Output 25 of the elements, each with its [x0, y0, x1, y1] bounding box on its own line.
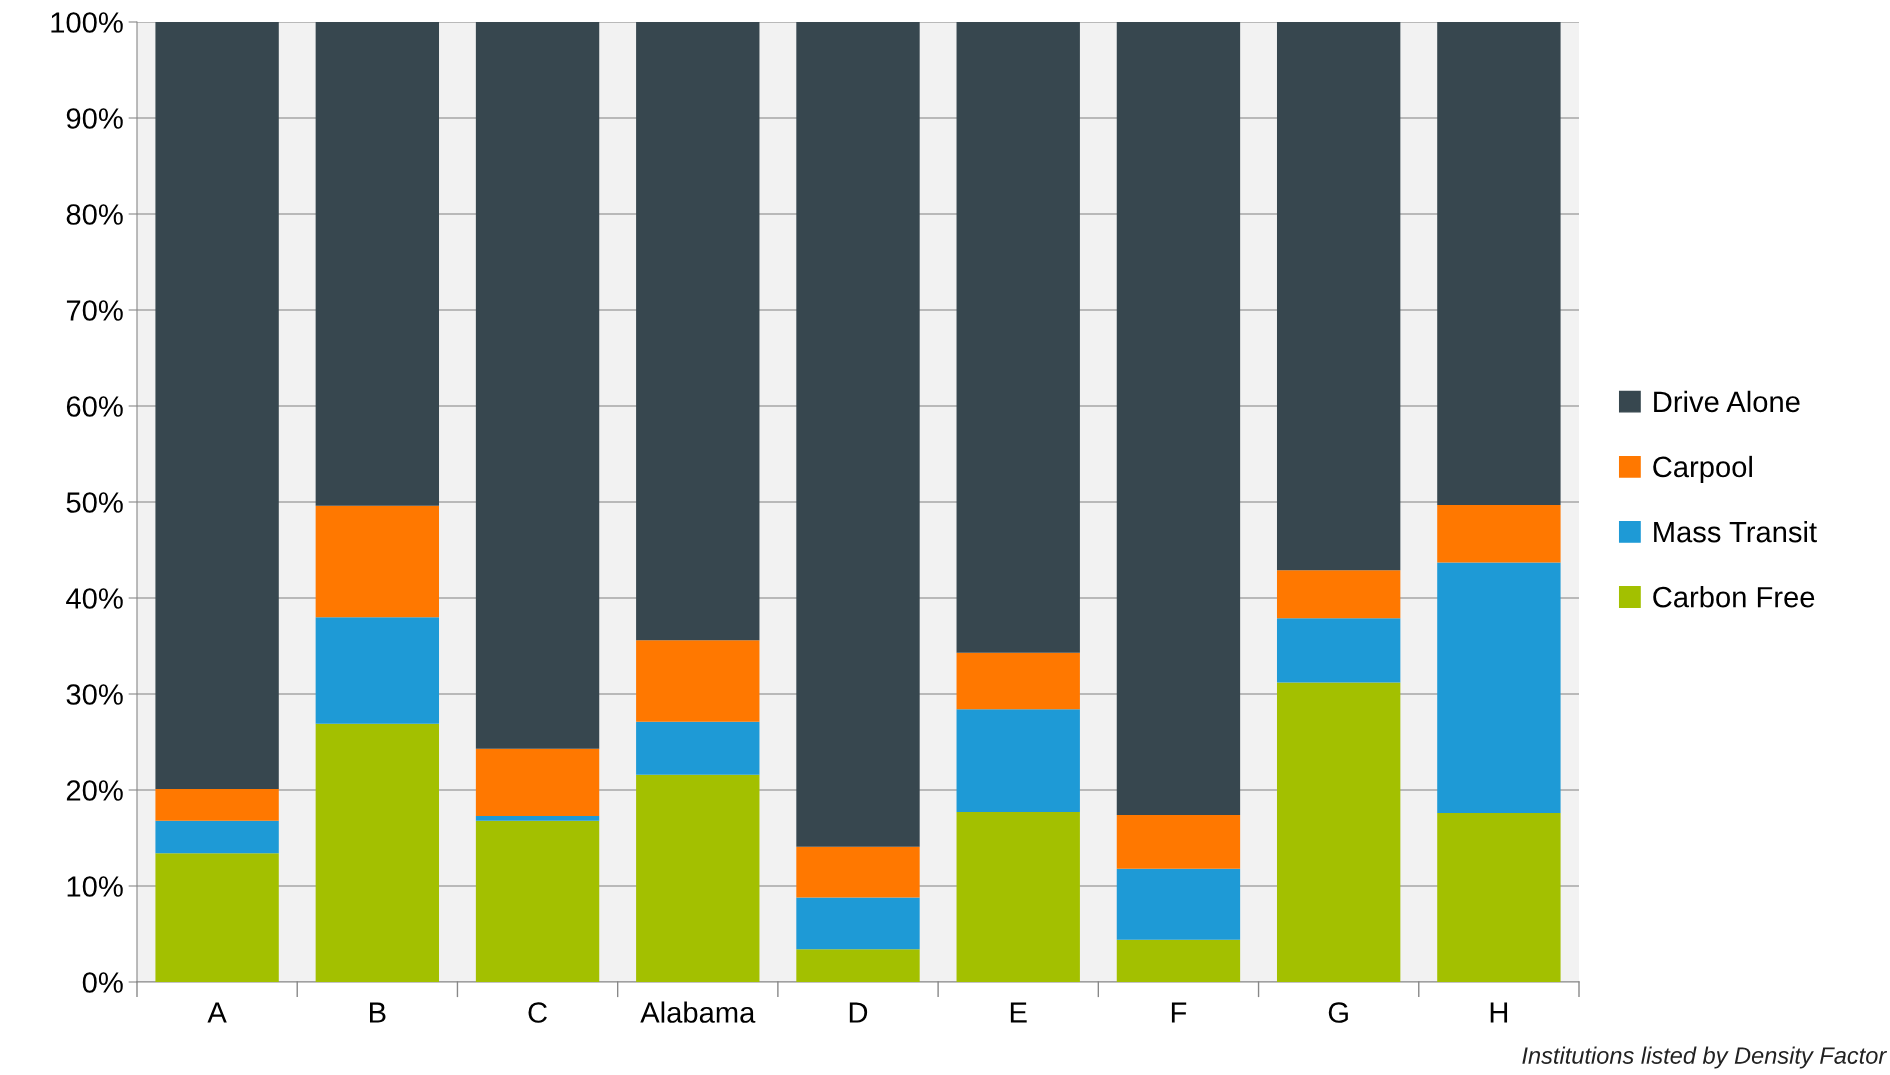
x-tick-label: H	[1490, 1002, 1508, 1023]
y-tick-label: 30%	[66, 684, 123, 705]
y-tick-label: 90%	[66, 108, 123, 129]
y-tick-label: 50%	[66, 492, 123, 513]
x-tick-label: B	[370, 1002, 386, 1023]
legend-label: Carpool	[1653, 455, 1752, 484]
x-tick-label: C	[528, 1002, 547, 1023]
x-tick-label: Alabama	[640, 1001, 756, 1023]
y-tick-label: 20%	[66, 780, 123, 801]
x-tick-label: F	[1171, 1002, 1187, 1023]
x-tick-label: E	[1010, 1002, 1027, 1023]
y-tick-label: 70%	[66, 300, 123, 321]
x-tick-label: A	[207, 1002, 227, 1023]
y-tick-label: 60%	[66, 396, 123, 417]
y-tick-label: 80%	[66, 204, 123, 225]
legend-label: Drive Alone	[1654, 390, 1800, 413]
y-tick-label: 40%	[66, 588, 123, 609]
x-tick-label: G	[1328, 1002, 1348, 1023]
legend-label: Carbon Free	[1653, 586, 1815, 608]
y-tick-label: 100%	[51, 12, 123, 33]
text: Institutions listed by Density Factor	[1522, 1046, 1888, 1069]
y-tick-label: 10%	[67, 876, 123, 897]
legend-label: Mass Transit	[1654, 520, 1817, 543]
y-tick-label: 0%	[82, 972, 123, 993]
x-tick-label: D	[849, 1002, 868, 1023]
